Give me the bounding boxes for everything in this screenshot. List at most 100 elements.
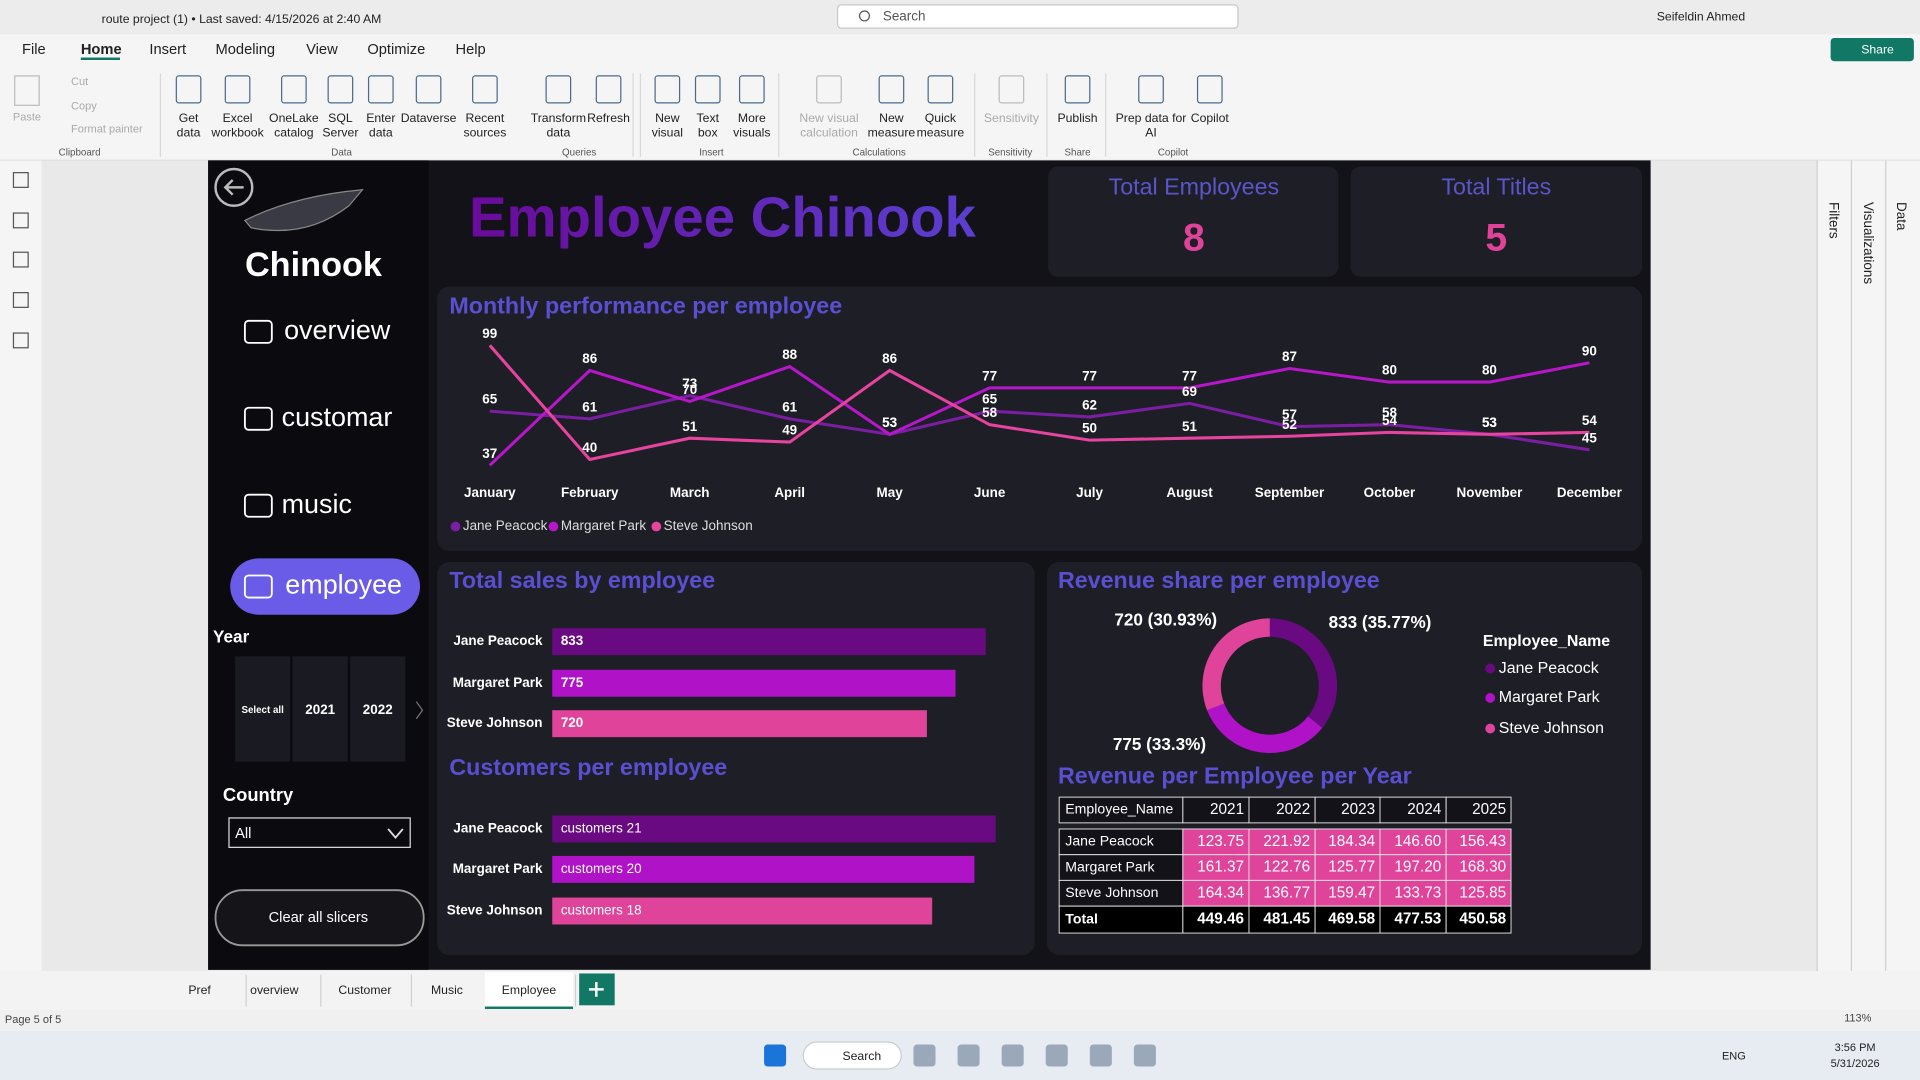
page-tab[interactable]: Pref bbox=[188, 983, 211, 997]
nav-link[interactable]: customar bbox=[282, 402, 393, 432]
clear-slicers-label[interactable]: Clear all slicers bbox=[269, 910, 369, 926]
table-cell-text: 2021 bbox=[1210, 801, 1244, 818]
ribbon-button[interactable]: New bbox=[879, 111, 904, 125]
nav-link[interactable]: overview bbox=[284, 315, 391, 345]
taskbar-icon[interactable] bbox=[1089, 1044, 1112, 1067]
ribbon-icon bbox=[224, 75, 251, 104]
page-tab[interactable]: Employee bbox=[502, 983, 557, 997]
ribbon-button[interactable]: Publish bbox=[1057, 111, 1097, 125]
slicer-item[interactable]: 2022 bbox=[363, 702, 393, 717]
taskbar-icon[interactable] bbox=[764, 1044, 787, 1067]
ribbon-button[interactable]: Copilot bbox=[1191, 111, 1230, 125]
nav-icon[interactable] bbox=[12, 292, 29, 308]
ribbon-button[interactable]: sources bbox=[463, 126, 506, 140]
taskbar-icon[interactable] bbox=[1133, 1044, 1156, 1067]
ribbon-button[interactable]: Get bbox=[179, 111, 199, 125]
legend-label[interactable]: Steve Johnson bbox=[664, 518, 753, 533]
ribbon-button[interactable]: Recent bbox=[466, 111, 505, 125]
ribbon-button[interactable]: Dataverse bbox=[401, 111, 457, 125]
nav-icon[interactable] bbox=[12, 251, 29, 268]
ribbon-button[interactable]: data bbox=[177, 126, 201, 140]
ribbon-small-button[interactable]: Copy bbox=[71, 100, 97, 112]
ribbon-button[interactable]: measure bbox=[868, 126, 916, 140]
ribbon-button[interactable]: Transform bbox=[531, 111, 586, 125]
nav-link[interactable]: music bbox=[282, 489, 352, 519]
nav-icon[interactable] bbox=[12, 172, 29, 188]
nav-icon[interactable] bbox=[12, 212, 29, 229]
slicer-tile[interactable] bbox=[292, 656, 348, 762]
taskbar-icon[interactable] bbox=[1001, 1044, 1024, 1067]
slicer-item[interactable]: Select all bbox=[241, 705, 284, 716]
slicer-label: Year bbox=[213, 626, 250, 646]
active-nav-pill[interactable] bbox=[230, 558, 420, 615]
slicer-tile[interactable] bbox=[235, 656, 291, 762]
slicer-item[interactable]: 2021 bbox=[305, 702, 335, 717]
page-tab[interactable]: Customer bbox=[338, 983, 391, 997]
country-dropdown[interactable] bbox=[228, 817, 411, 848]
ribbon-button[interactable]: Quick bbox=[925, 111, 957, 125]
ribbon-button[interactable]: data bbox=[369, 126, 393, 140]
nav-icon[interactable] bbox=[12, 332, 29, 349]
menu-tab[interactable]: View bbox=[306, 42, 338, 58]
ribbon-button[interactable]: Server bbox=[322, 126, 358, 140]
taskbar-icon[interactable] bbox=[913, 1044, 936, 1067]
back-button[interactable] bbox=[214, 167, 254, 207]
legend-label[interactable]: Jane Peacock bbox=[1499, 660, 1599, 677]
menu-tab[interactable]: Modeling bbox=[216, 42, 276, 58]
menu-tab[interactable]: File bbox=[22, 42, 46, 58]
ribbon-button[interactable]: Prep data for bbox=[1116, 111, 1187, 125]
page-tab[interactable]: Music bbox=[431, 983, 463, 997]
side-pane-label[interactable]: Data bbox=[1894, 202, 1909, 231]
ribbon-button[interactable]: Enter bbox=[366, 111, 395, 125]
taskbar-icon[interactable] bbox=[1045, 1044, 1068, 1067]
taskbar-search[interactable] bbox=[802, 1041, 902, 1070]
ribbon-button[interactable]: Excel bbox=[223, 111, 253, 125]
ribbon-button[interactable]: New bbox=[655, 111, 680, 125]
legend-label[interactable]: Jane Peacock bbox=[463, 518, 548, 533]
ribbon-button[interactable]: box bbox=[698, 126, 718, 140]
ribbon-button[interactable]: visual bbox=[652, 126, 683, 140]
side-pane-label[interactable]: Visualizations bbox=[1861, 202, 1876, 284]
data-label: 53 bbox=[1482, 415, 1497, 430]
clear-slicers-button[interactable] bbox=[214, 889, 425, 947]
nav-icon bbox=[243, 574, 273, 599]
ribbon-button[interactable]: New visual bbox=[799, 111, 858, 125]
ribbon-button[interactable]: Paste bbox=[13, 111, 41, 123]
ribbon-button[interactable]: visuals bbox=[733, 126, 770, 140]
slicer-tile[interactable] bbox=[350, 656, 406, 762]
side-pane-label[interactable]: Filters bbox=[1826, 202, 1841, 239]
ribbon-small-button[interactable]: Format painter bbox=[71, 124, 143, 136]
search-box[interactable] bbox=[836, 4, 1239, 29]
share-label[interactable]: Share bbox=[1861, 42, 1894, 56]
ribbon-small-button[interactable]: Cut bbox=[71, 76, 88, 88]
ribbon-button[interactable]: data bbox=[546, 126, 570, 140]
ribbon-button[interactable]: calculation bbox=[800, 126, 858, 140]
table-cell bbox=[1445, 796, 1512, 824]
page-tab[interactable]: overview bbox=[250, 983, 298, 997]
share-button[interactable] bbox=[1830, 37, 1914, 62]
data-label: 77 bbox=[1182, 368, 1197, 383]
nav-link[interactable]: employee bbox=[285, 570, 402, 600]
menu-tab[interactable]: Home bbox=[81, 42, 122, 58]
ribbon-button[interactable]: More bbox=[738, 111, 766, 125]
ribbon-button[interactable]: AI bbox=[1145, 126, 1157, 140]
ribbon-button[interactable]: Text bbox=[697, 111, 720, 125]
ribbon-button[interactable]: OneLake bbox=[269, 111, 319, 125]
legend-label[interactable]: Steve Johnson bbox=[1499, 720, 1604, 737]
menu-tab[interactable]: Optimize bbox=[367, 42, 425, 58]
slicer-next[interactable] bbox=[415, 701, 424, 720]
ribbon-button[interactable]: catalog bbox=[274, 126, 314, 140]
ribbon-button[interactable]: Refresh bbox=[587, 111, 630, 125]
ribbon-button[interactable]: SQL bbox=[328, 111, 353, 125]
ribbon-button[interactable]: measure bbox=[917, 126, 965, 140]
taskbar-icon[interactable] bbox=[957, 1044, 980, 1067]
dropdown-value[interactable]: All bbox=[235, 826, 251, 842]
ribbon-button[interactable]: Sensitivity bbox=[984, 111, 1040, 125]
legend-label[interactable]: Margaret Park bbox=[1499, 689, 1600, 706]
legend-label[interactable]: Margaret Park bbox=[561, 518, 647, 533]
ribbon-button[interactable]: workbook bbox=[210, 126, 264, 140]
menu-tab[interactable]: Help bbox=[456, 42, 486, 58]
data-label: 61 bbox=[782, 399, 797, 414]
table-cell bbox=[1058, 854, 1184, 881]
menu-tab[interactable]: Insert bbox=[149, 42, 186, 58]
